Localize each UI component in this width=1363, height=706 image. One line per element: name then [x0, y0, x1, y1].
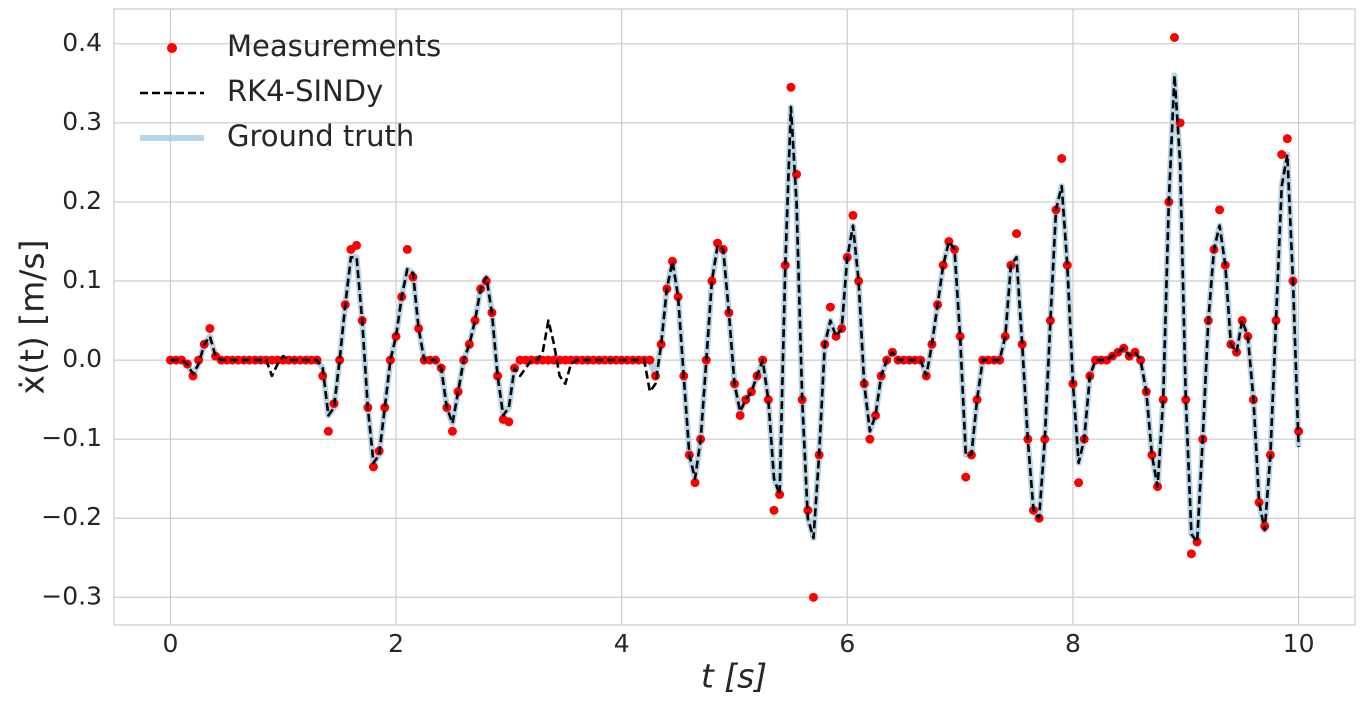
legend-marker — [167, 43, 177, 53]
measurement-point — [690, 478, 700, 488]
legend-label: Ground truth — [227, 119, 414, 153]
measurement-point — [335, 355, 345, 365]
measurement-point — [470, 316, 480, 326]
measurement-point — [447, 426, 457, 436]
plot — [165, 32, 1304, 602]
measurement-point — [803, 505, 813, 515]
measurement-point — [972, 395, 982, 405]
measurement-point — [205, 323, 215, 333]
measurement-point — [713, 238, 723, 248]
measurement-point — [1277, 149, 1287, 159]
measurement-point — [1169, 32, 1179, 42]
measurement-point — [402, 244, 412, 254]
measurement-point — [368, 462, 378, 472]
measurement-point — [188, 371, 198, 381]
measurement-point — [645, 355, 655, 365]
y-tick-label: −0.1 — [41, 423, 102, 452]
measurement-point — [414, 323, 424, 333]
measurement-point — [673, 292, 683, 302]
measurement-point — [961, 472, 971, 482]
y-tick-label: −0.3 — [41, 581, 102, 610]
measurement-point — [318, 371, 328, 381]
y-tick-label: −0.2 — [41, 502, 102, 531]
measurement-point — [1186, 549, 1196, 559]
measurement-point — [808, 592, 818, 602]
x-axis-label: t [s] — [701, 657, 767, 696]
measurement-point — [1074, 478, 1084, 488]
measurement-point — [464, 339, 474, 349]
measurement-point — [1040, 434, 1050, 444]
x-tick-label: 2 — [388, 629, 404, 658]
measurement-point — [763, 395, 773, 405]
x-tick-label: 4 — [614, 629, 630, 658]
y-axis-label: ẋ(t) [m/s] — [13, 240, 52, 395]
measurement-point — [871, 410, 881, 420]
y-tick-label: 0.3 — [62, 107, 102, 136]
legend-label: RK4-SINDy — [227, 74, 383, 108]
y-tick-label: 0.2 — [62, 186, 102, 215]
measurement-point — [775, 490, 785, 500]
measurement-point — [380, 403, 390, 413]
measurement-point — [780, 260, 790, 270]
measurement-point — [391, 331, 401, 341]
measurement-point — [1045, 316, 1055, 326]
measurement-point — [493, 371, 503, 381]
x-tick-label: 10 — [1283, 629, 1315, 658]
measurement-point — [1294, 426, 1304, 436]
measurement-point — [1237, 316, 1247, 326]
measurement-point — [656, 339, 666, 349]
series-line — [170, 74, 1300, 544]
measurement-point — [769, 505, 779, 515]
measurement-point — [1254, 497, 1264, 507]
y-tick-label: 0.1 — [62, 265, 102, 294]
x-tick-label: 8 — [1065, 629, 1081, 658]
measurement-point — [865, 434, 875, 444]
y-tick-label: 0.4 — [62, 28, 102, 57]
measurement-point — [1215, 205, 1225, 215]
measurement-point — [825, 302, 835, 312]
measurement-point — [352, 240, 362, 250]
measurement-point — [667, 256, 677, 266]
measurement-point — [1271, 316, 1281, 326]
measurement-point — [1181, 395, 1191, 405]
measurement-point — [1282, 134, 1292, 144]
measurement-point — [854, 276, 864, 286]
legend-label: Measurements — [227, 29, 441, 63]
measurement-point — [786, 82, 796, 92]
measurement-point — [385, 355, 395, 365]
measurement-point — [955, 331, 965, 341]
measurement-point — [707, 276, 717, 286]
measurement-point — [735, 410, 745, 420]
measurement-point — [1057, 153, 1067, 163]
y-tick-label: 0.0 — [62, 344, 102, 373]
measurement-point — [848, 210, 858, 220]
measurement-point — [1017, 339, 1027, 349]
measurement-point — [323, 426, 333, 436]
measurement-point — [1012, 229, 1022, 239]
measurement-point — [504, 417, 514, 427]
plot-area — [113, 8, 1356, 626]
measurement-point — [1158, 395, 1168, 405]
measurement-point — [1147, 450, 1157, 460]
measurement-point — [938, 260, 948, 270]
x-tick-label: 0 — [162, 629, 178, 658]
x-tick-label: 6 — [839, 629, 855, 658]
measurement-point — [1062, 260, 1072, 270]
